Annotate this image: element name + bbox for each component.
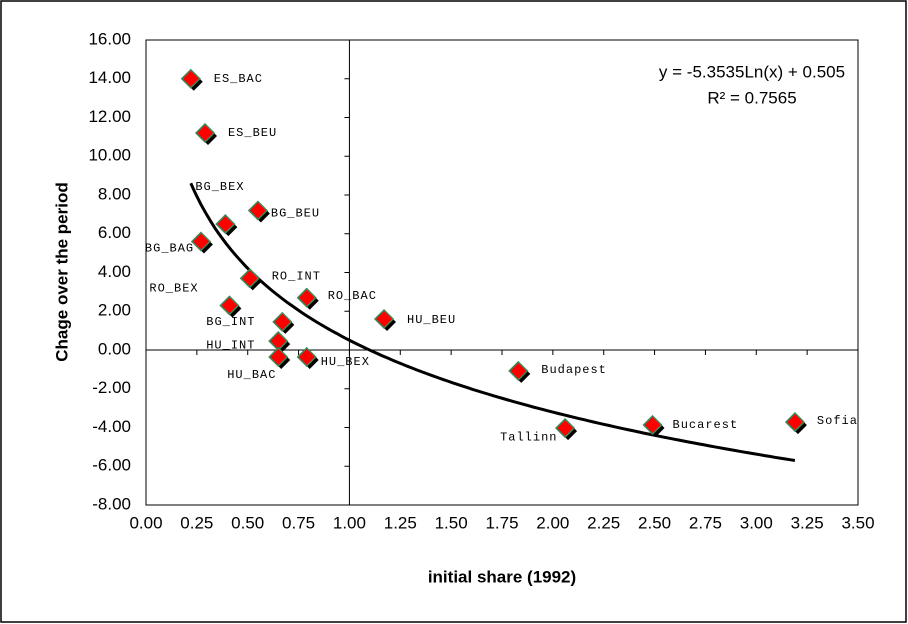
x-tick-label: 2.25 <box>587 513 620 532</box>
y-tick-label: -4.00 <box>92 417 131 436</box>
x-tick-label: 1.75 <box>485 513 518 532</box>
x-tick-label: 3.50 <box>841 513 874 532</box>
y-tick-label: 8.00 <box>98 184 131 203</box>
point <box>508 360 529 381</box>
y-axis-title: Chage over the period <box>52 182 71 361</box>
point-label: HU_INT <box>206 338 255 352</box>
y-tick-label: -6.00 <box>92 456 131 475</box>
point-label: HU_BEU <box>407 313 456 327</box>
x-tick-label: 2.75 <box>689 513 722 532</box>
point <box>215 214 236 235</box>
y-tick-label: 16.00 <box>88 29 131 48</box>
x-tick-label: 3.00 <box>740 513 773 532</box>
x-tick-label: 0.25 <box>180 513 213 532</box>
point-label: Bucarest <box>673 418 739 432</box>
point-label: BG_BEX <box>195 180 244 194</box>
point-label: RO_BAC <box>328 289 377 303</box>
point-label: HU_BEX <box>321 355 370 369</box>
x-tick-label: 1.50 <box>435 513 468 532</box>
point <box>239 268 260 289</box>
x-tick-label: 1.25 <box>384 513 417 532</box>
y-tick-label: 6.00 <box>98 223 131 242</box>
point-label: Tallinn <box>500 430 557 444</box>
point <box>194 122 216 144</box>
x-tick-label: 2.50 <box>638 513 671 532</box>
point <box>247 200 268 221</box>
point <box>219 295 240 316</box>
r-squared: R² = 0.7565 <box>707 88 796 107</box>
y-tick-label: 12.00 <box>88 107 131 126</box>
y-tick-label: 14.00 <box>88 68 131 87</box>
x-tick-label: 1.00 <box>333 513 366 532</box>
point-label: RO_BEX <box>149 282 198 296</box>
point <box>190 231 211 252</box>
y-tick-label: -8.00 <box>92 494 131 513</box>
equation: y = -5.3535Ln(x) + 0.505 <box>659 62 845 81</box>
point-label: BG_BAG <box>145 242 194 256</box>
point-label: RO_INT <box>272 269 321 283</box>
x-axis-title: initial share (1992) <box>428 567 576 586</box>
point <box>296 346 317 368</box>
point <box>296 287 317 308</box>
point <box>272 311 293 332</box>
point <box>784 412 805 433</box>
point-label: ES_BAC <box>214 72 263 86</box>
point-label: HU_BAC <box>227 368 276 382</box>
point <box>268 346 289 368</box>
x-tick-label: 0.75 <box>282 513 315 532</box>
x-tick-label: 0.50 <box>231 513 264 532</box>
y-tick-label: 2.00 <box>98 301 131 320</box>
point <box>373 308 395 330</box>
point <box>555 418 576 439</box>
y-tick-label: -2.00 <box>92 378 131 397</box>
point-label: Sofia <box>817 414 858 428</box>
point <box>180 68 201 89</box>
point-label: Budapest <box>541 363 607 377</box>
point-label: ES_BEU <box>228 126 277 140</box>
y-tick-label: 10.00 <box>88 146 131 165</box>
point-label: BG_BEU <box>271 207 320 221</box>
plot-area <box>145 39 859 506</box>
point-label: BG_INT <box>206 315 255 329</box>
trendline <box>189 182 796 462</box>
point <box>642 414 663 436</box>
x-tick-label: 2.00 <box>536 513 569 532</box>
y-tick-label: 4.00 <box>98 262 131 281</box>
y-tick-label: 0.00 <box>98 339 131 358</box>
x-tick-label: 0.00 <box>129 513 162 532</box>
x-tick-label: 3.25 <box>791 513 824 532</box>
